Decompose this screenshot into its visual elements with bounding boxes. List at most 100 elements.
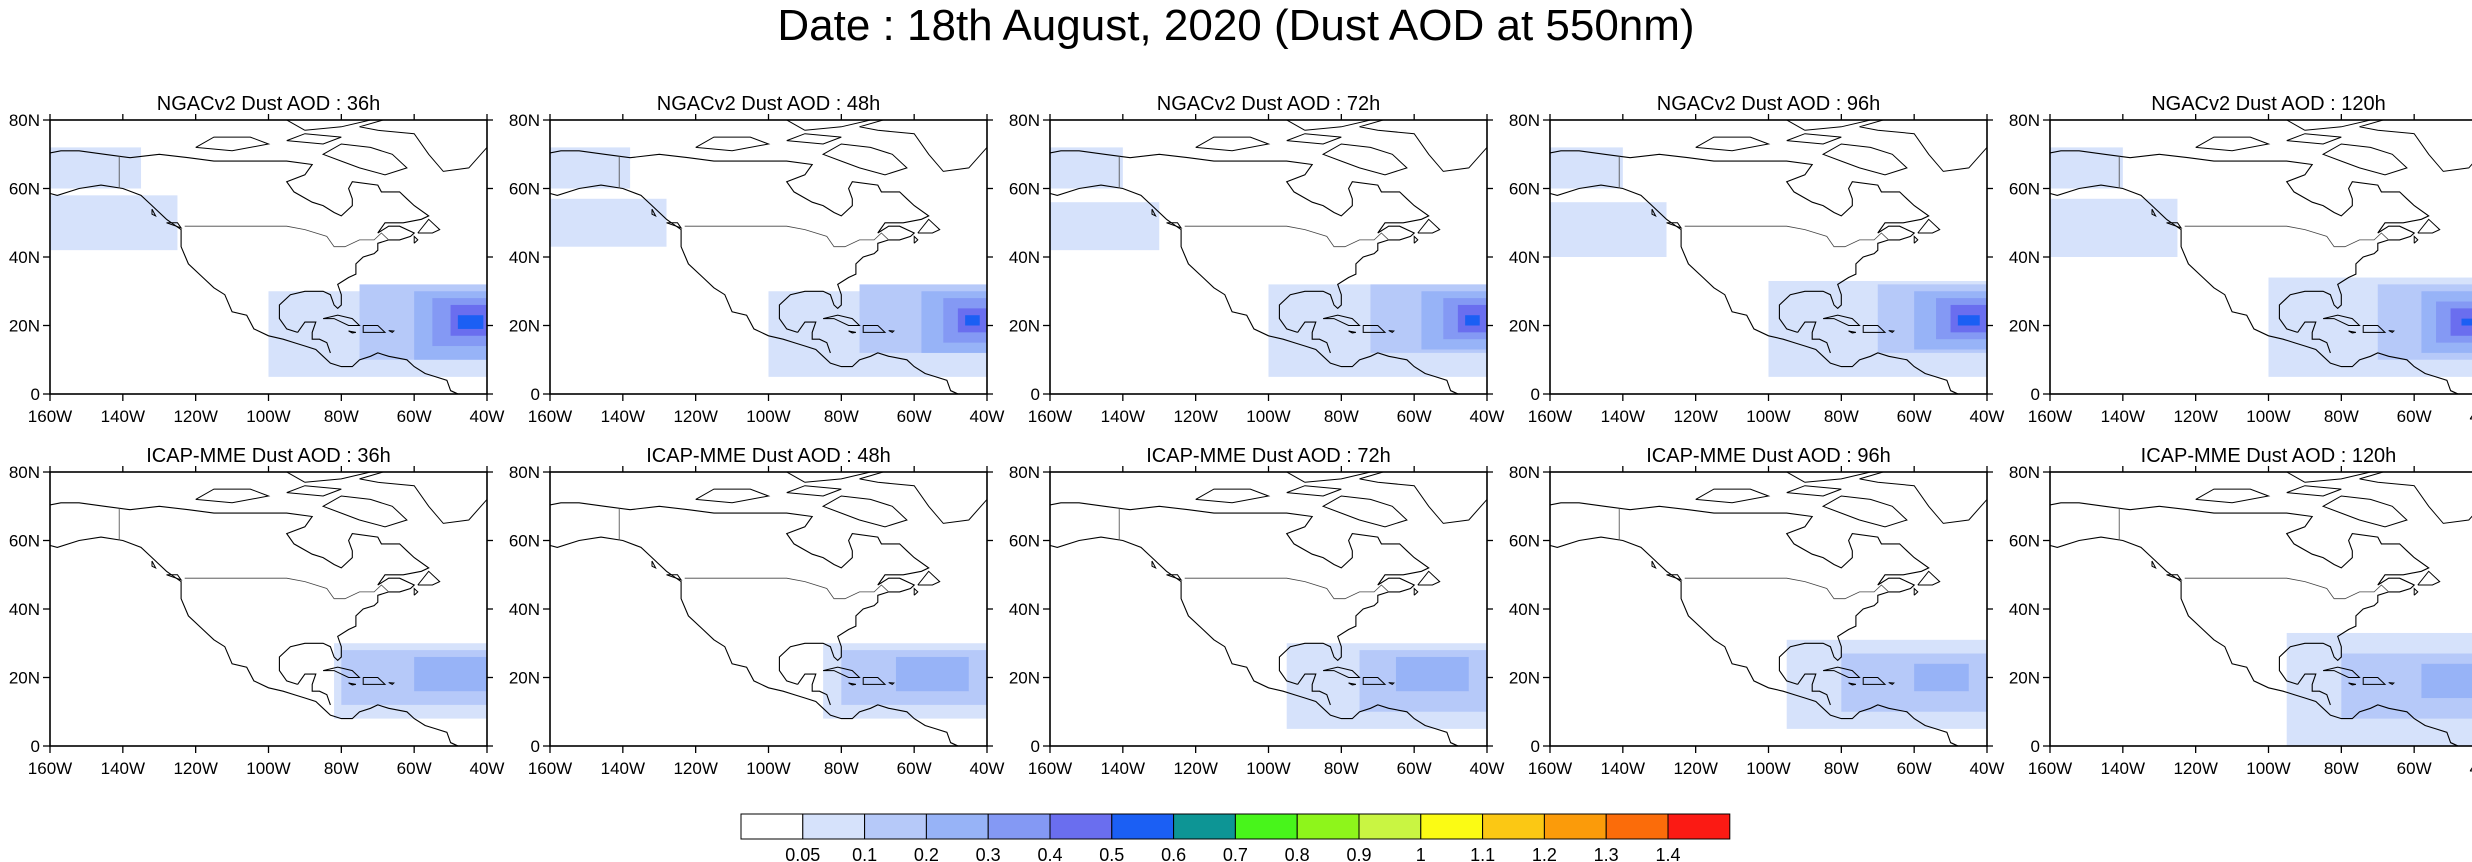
coastline bbox=[2322, 314, 2361, 326]
coastline bbox=[2322, 666, 2361, 678]
coastline bbox=[2348, 682, 2356, 686]
colorbar-label: 0.7 bbox=[1223, 845, 1248, 862]
coastline bbox=[1550, 502, 1930, 685]
aod-shading bbox=[50, 195, 178, 251]
x-tick-label: 60W bbox=[397, 759, 432, 778]
x-tick-label: 80W bbox=[1324, 759, 1359, 778]
coastline bbox=[1321, 143, 1408, 176]
coastline bbox=[2297, 673, 2331, 706]
x-tick-label: 40W bbox=[1970, 407, 2005, 426]
panel-title: ICAP-MME Dust AOD : 72h bbox=[1146, 445, 1391, 467]
coastline bbox=[2362, 325, 2387, 333]
coastline bbox=[2166, 222, 2183, 229]
coastline bbox=[1786, 485, 1842, 497]
panel-title: NGACv2 Dust AOD : 120h bbox=[2151, 93, 2386, 115]
colorbar-swatch bbox=[1173, 813, 1236, 840]
colorbar-swatch bbox=[1667, 813, 1731, 840]
colorbar-swatch bbox=[987, 813, 1051, 840]
coastline bbox=[848, 330, 856, 334]
coastline bbox=[888, 330, 895, 334]
coastline bbox=[695, 488, 771, 504]
x-tick-label: 140W bbox=[601, 407, 645, 426]
coastline bbox=[1166, 222, 1183, 229]
coastline bbox=[195, 488, 271, 504]
coastline bbox=[859, 472, 987, 524]
y-tick-label: 0 bbox=[1531, 385, 1540, 404]
colorbar-label: 0.05 bbox=[785, 845, 820, 862]
x-tick-label: 40W bbox=[470, 759, 505, 778]
y-tick-label: 60N bbox=[1009, 532, 1040, 551]
coastline bbox=[286, 485, 342, 497]
map-panel: ICAP-MME Dust AOD : 120h 160W 140W 120W 100W… bbox=[2009, 445, 2472, 778]
coastline bbox=[1821, 143, 1908, 176]
colorbar-swatch bbox=[1605, 813, 1669, 840]
aod-shading bbox=[2421, 663, 2472, 699]
coastline bbox=[1322, 666, 1361, 678]
coastline bbox=[388, 330, 395, 334]
colorbar-label: 1.4 bbox=[1655, 845, 1680, 862]
coastline bbox=[50, 536, 459, 746]
panel-title: ICAP-MME Dust AOD : 120h bbox=[2141, 445, 2397, 467]
coastline bbox=[1195, 488, 1271, 504]
coastline bbox=[1859, 472, 1987, 524]
x-tick-label: 40W bbox=[1970, 759, 2005, 778]
y-tick-label: 40N bbox=[9, 248, 40, 267]
coastline bbox=[822, 666, 861, 678]
coastline bbox=[322, 314, 361, 326]
y-tick-label: 60N bbox=[2009, 532, 2040, 551]
coastline bbox=[2297, 321, 2331, 354]
coastline bbox=[1848, 682, 1856, 686]
colorbar-swatch bbox=[1296, 813, 1360, 840]
coastline bbox=[862, 677, 887, 685]
colorbar-swatch bbox=[1358, 813, 1422, 840]
colorbar: 0.05 0.1 0.2 0.3 0.4 0.5 0.6 0.7 0.8 0.9 1 1.1 1.2 1.… bbox=[740, 813, 1731, 862]
y-tick-label: 40N bbox=[1009, 600, 1040, 619]
x-tick-label: 140W bbox=[1101, 407, 1145, 426]
colorbar-swatch bbox=[1482, 813, 1545, 840]
colorbar-swatch bbox=[740, 813, 804, 840]
panel-title: ICAP-MME Dust AOD : 48h bbox=[646, 445, 891, 467]
x-tick-label: 40W bbox=[1470, 407, 1505, 426]
x-tick-label: 140W bbox=[101, 407, 145, 426]
y-tick-label: 20N bbox=[1009, 317, 1040, 336]
coastline bbox=[1785, 120, 1871, 131]
x-tick-label: 100W bbox=[1246, 759, 1290, 778]
coastline bbox=[1151, 208, 1157, 217]
coastline bbox=[286, 133, 342, 145]
y-tick-label: 80N bbox=[1509, 463, 1540, 482]
aod-shading bbox=[1797, 308, 1860, 347]
panel-title: NGACv2 Dust AOD : 36h bbox=[157, 93, 380, 115]
coastline bbox=[1285, 472, 1371, 483]
coastline bbox=[1859, 120, 1987, 172]
political-border bbox=[2184, 225, 2389, 248]
x-tick-label: 120W bbox=[1673, 759, 1717, 778]
x-tick-label: 120W bbox=[1173, 759, 1217, 778]
coastline bbox=[2413, 235, 2419, 244]
x-tick-label: 80W bbox=[1324, 407, 1359, 426]
x-tick-label: 140W bbox=[2101, 407, 2145, 426]
coastline bbox=[913, 587, 919, 596]
coastline bbox=[666, 574, 683, 581]
coastline bbox=[50, 502, 430, 685]
coastline bbox=[888, 682, 895, 686]
coastline bbox=[285, 472, 371, 483]
coastline bbox=[1388, 682, 1395, 686]
coastline bbox=[151, 560, 157, 569]
coastline bbox=[2166, 574, 2183, 581]
coastline bbox=[1848, 330, 1856, 334]
coastline bbox=[1348, 682, 1356, 686]
x-tick-label: 120W bbox=[2173, 759, 2217, 778]
y-tick-label: 80N bbox=[1009, 111, 1040, 130]
x-tick-label: 80W bbox=[324, 759, 359, 778]
x-tick-label: 160W bbox=[528, 759, 572, 778]
y-tick-label: 80N bbox=[1509, 111, 1540, 130]
coastline bbox=[321, 143, 408, 176]
x-tick-label: 100W bbox=[246, 759, 290, 778]
colorbar-label: 1 bbox=[1416, 845, 1426, 862]
coastline bbox=[348, 330, 356, 334]
colorbar-label: 0.1 bbox=[852, 845, 877, 862]
aod-shading bbox=[1050, 202, 1160, 251]
x-tick-label: 160W bbox=[1028, 759, 1072, 778]
coastline bbox=[359, 472, 487, 524]
political-border bbox=[1184, 225, 1389, 248]
